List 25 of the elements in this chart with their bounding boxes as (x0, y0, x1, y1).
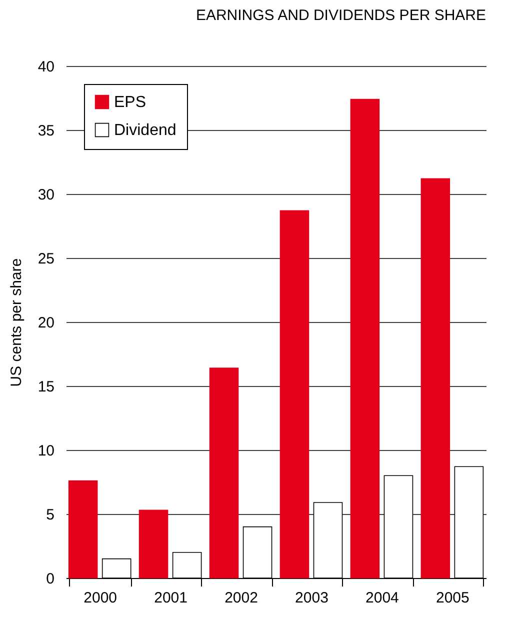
y-tick-label: 5 (46, 506, 54, 524)
bar (420, 178, 450, 578)
bar (209, 368, 239, 578)
y-tick-label: 0 (46, 570, 54, 588)
y-tick-label: 25 (38, 250, 54, 268)
legend-label: EPS (114, 94, 146, 111)
y-tick-label: 20 (38, 314, 54, 332)
y-tick-label: 10 (38, 442, 54, 460)
x-tick-label: 2001 (154, 590, 188, 606)
y-tick-label: 40 (38, 58, 54, 76)
bar (350, 98, 380, 578)
legend-label: Dividend (114, 122, 176, 139)
chart-title: EARNINGS AND DIVIDENDS PER SHARE (196, 7, 486, 24)
x-tick-label: 2000 (84, 590, 118, 606)
y-tick-label: 35 (38, 122, 54, 140)
bar (68, 480, 98, 578)
x-tick-label: 2004 (366, 590, 399, 606)
x-tick-label: 2002 (224, 590, 258, 606)
x-tick-label: 2003 (295, 590, 328, 606)
y-tick-label: 15 (38, 378, 54, 396)
bar (280, 210, 310, 578)
y-tick-label: 30 (38, 186, 54, 204)
x-tick-label: 2005 (436, 590, 470, 606)
bar (138, 510, 168, 578)
y-axis-title: US cents per share (8, 258, 25, 387)
